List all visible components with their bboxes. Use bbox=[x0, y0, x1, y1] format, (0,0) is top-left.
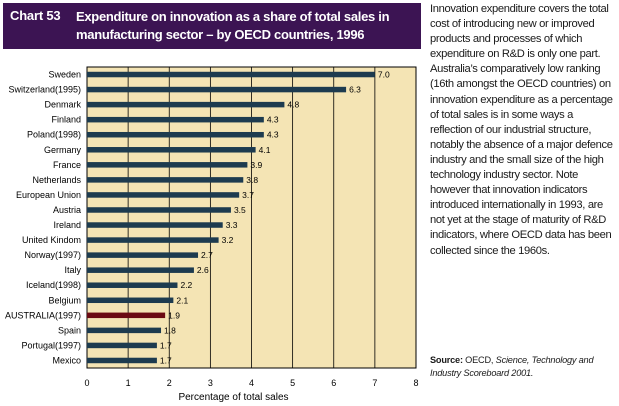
category-label-10: Ireland bbox=[53, 220, 81, 230]
value-label-6: 3.9 bbox=[250, 160, 262, 170]
value-label-16: 1.9 bbox=[168, 310, 180, 320]
category-label-6: France bbox=[53, 160, 81, 170]
value-label-15: 2.1 bbox=[176, 295, 188, 305]
bar-12 bbox=[87, 252, 199, 258]
bar-16 bbox=[87, 312, 166, 319]
bar-10 bbox=[87, 222, 223, 228]
category-label-9: Austria bbox=[53, 205, 81, 215]
value-label-10: 3.3 bbox=[226, 220, 238, 230]
bar-7 bbox=[87, 177, 244, 183]
category-label-11: United Kindom bbox=[22, 235, 81, 245]
value-label-4: 4.3 bbox=[267, 130, 279, 140]
x-tick-label-8: 8 bbox=[413, 378, 418, 388]
category-label-19: Mexico bbox=[52, 355, 81, 365]
value-label-18: 1.7 bbox=[160, 340, 172, 350]
category-label-1: Switzerland(1995) bbox=[8, 85, 81, 95]
bar-5 bbox=[87, 147, 256, 153]
source-org: OECD, bbox=[465, 355, 494, 365]
bar-4 bbox=[87, 131, 264, 138]
commentary-text: Innovation expenditure covers the total … bbox=[430, 3, 613, 257]
x-tick-label-6: 6 bbox=[331, 378, 336, 388]
category-label-3: Finland bbox=[51, 115, 81, 125]
value-label-7: 3.8 bbox=[246, 175, 258, 185]
value-label-11: 3.2 bbox=[222, 235, 234, 245]
value-label-9: 3.5 bbox=[234, 205, 246, 215]
x-tick-label-4: 4 bbox=[249, 378, 254, 388]
source-note: Source: OECD, Science, Technology and In… bbox=[430, 354, 616, 380]
bar-3 bbox=[87, 116, 264, 123]
category-label-8: European Union bbox=[16, 190, 81, 200]
value-label-0: 7.0 bbox=[378, 70, 390, 80]
bar-2 bbox=[87, 101, 285, 108]
bar-19 bbox=[87, 357, 157, 364]
bar-14 bbox=[87, 282, 178, 288]
x-tick-label-2: 2 bbox=[167, 378, 172, 388]
bar-6 bbox=[87, 162, 248, 168]
x-tick-label-5: 5 bbox=[290, 378, 295, 388]
category-label-18: Portugal(1997) bbox=[21, 340, 81, 350]
category-label-5: Germany bbox=[44, 145, 82, 155]
bar-17 bbox=[87, 327, 162, 334]
value-label-19: 1.7 bbox=[160, 355, 172, 365]
bar-chart: 0 1 2 3 4 5 6 7 8 Sweden 7.0 Switzerland(1995) 6.3 De… bbox=[5, 66, 419, 402]
source-label: Source: bbox=[430, 355, 463, 365]
bar-9 bbox=[87, 207, 231, 213]
x-tick-label-0: 0 bbox=[84, 378, 89, 388]
bar-0 bbox=[87, 71, 375, 78]
category-label-16: AUSTRALIA(1997) bbox=[5, 310, 81, 320]
bar-13 bbox=[87, 267, 194, 273]
chart-number: Chart 53 bbox=[10, 8, 61, 23]
value-label-14: 2.2 bbox=[180, 280, 192, 290]
value-label-5: 4.1 bbox=[259, 145, 271, 155]
x-tick-label-3: 3 bbox=[208, 378, 213, 388]
bar-15 bbox=[87, 297, 174, 304]
x-axis-title: Percentage of total sales bbox=[178, 392, 288, 402]
category-label-13: Italy bbox=[64, 265, 81, 275]
bar-18 bbox=[87, 342, 157, 349]
chart-title: Expenditure on innovation as a share of … bbox=[76, 9, 390, 42]
value-label-12: 2.7 bbox=[201, 250, 213, 260]
bar-11 bbox=[87, 237, 219, 243]
category-label-4: Poland(1998) bbox=[27, 130, 81, 140]
chart-header: Chart 53 Expenditure on innovation as a … bbox=[3, 3, 421, 49]
category-label-12: Norway(1997) bbox=[24, 250, 81, 260]
value-label-13: 2.6 bbox=[197, 265, 209, 275]
value-label-17: 1.8 bbox=[164, 325, 176, 335]
category-label-17: Spain bbox=[58, 325, 81, 335]
value-label-2: 4.8 bbox=[287, 100, 299, 110]
source-publication: Science, Technology and Industry Scorebo… bbox=[430, 355, 594, 378]
x-tick-label-7: 7 bbox=[372, 378, 377, 388]
value-label-1: 6.3 bbox=[349, 85, 361, 95]
x-tick-label-1: 1 bbox=[126, 378, 131, 388]
category-label-0: Sweden bbox=[48, 70, 81, 80]
value-label-8: 3.7 bbox=[242, 190, 254, 200]
category-label-2: Denmark bbox=[44, 100, 81, 110]
category-label-14: Iceland(1998) bbox=[26, 280, 81, 290]
category-label-7: Netherlands bbox=[32, 175, 81, 185]
value-label-3: 4.3 bbox=[267, 115, 279, 125]
bar-1 bbox=[87, 86, 347, 93]
bar-8 bbox=[87, 192, 240, 198]
category-label-15: Belgium bbox=[48, 295, 81, 305]
